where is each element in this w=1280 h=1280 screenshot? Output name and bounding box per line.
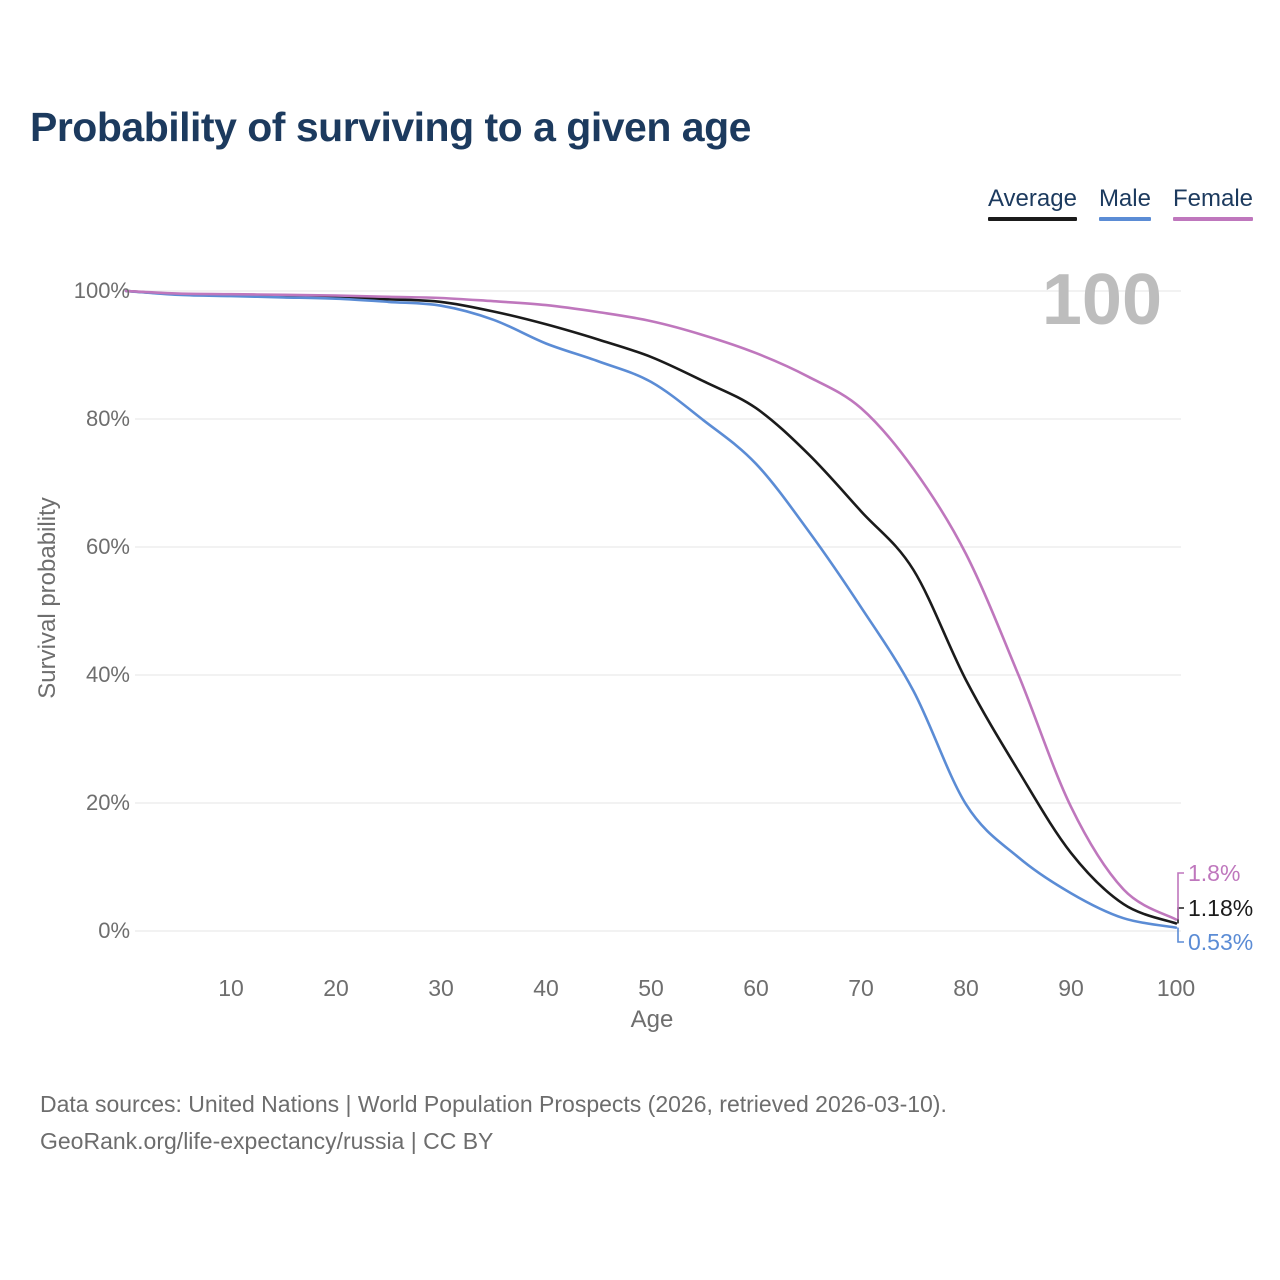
end-label-female: 1.8% xyxy=(1188,860,1241,886)
x-axis-title: Age xyxy=(630,1006,674,1033)
legend-swatch-female xyxy=(1172,217,1253,221)
x-tick-label-30: 30 xyxy=(428,975,454,1001)
y-tick-label-100: 100% xyxy=(73,278,130,303)
curve-average xyxy=(124,289,1178,925)
legend-item-male[interactable]: Male xyxy=(1098,185,1151,221)
footer: Data sources: United Nations | World Pop… xyxy=(40,1086,947,1160)
legend-swatch-male xyxy=(1098,217,1151,221)
y-axis-title: Survival probability xyxy=(34,497,61,699)
legend: Average Male Female xyxy=(987,185,1253,221)
curve-female xyxy=(124,289,1178,921)
x-tick-label-80: 80 xyxy=(953,975,979,1001)
x-tick-label-10: 10 xyxy=(218,975,244,1001)
chart-title: Probability of surviving to a given age xyxy=(30,104,751,150)
y-tick-label-80: 80% xyxy=(85,406,130,431)
end-connector-average xyxy=(1177,907,1184,924)
x-tick-label-20: 20 xyxy=(323,975,349,1001)
y-tick-label-60: 60% xyxy=(85,534,130,559)
footer-data-sources: Data sources: United Nations | World Pop… xyxy=(40,1091,947,1117)
curve-male xyxy=(124,289,1178,929)
x-tick-label-90: 90 xyxy=(1058,975,1084,1001)
y-tick-label-40: 40% xyxy=(85,662,130,687)
legend-item-female[interactable]: Female xyxy=(1172,185,1253,221)
x-tick-label-50: 50 xyxy=(638,975,664,1001)
x-tick-label-100: 100 xyxy=(1156,975,1196,1001)
legend-swatch-average xyxy=(987,217,1077,221)
footer-attribution: GeoRank.org/life-expectancy/russia | CC … xyxy=(40,1128,494,1154)
end-connector-male xyxy=(1177,927,1184,943)
end-label-male: 0.53% xyxy=(1188,929,1254,955)
legend-item-average[interactable]: Average xyxy=(987,185,1077,221)
end-label-average: 1.18% xyxy=(1188,895,1254,921)
y-tick-label-20: 20% xyxy=(85,790,130,815)
x-tick-label-40: 40 xyxy=(533,975,559,1001)
end-connector-female xyxy=(1177,872,1184,920)
x-tick-label-70: 70 xyxy=(848,975,874,1001)
x-tick-label-60: 60 xyxy=(743,975,769,1001)
legend-label-female: Female xyxy=(1172,185,1253,212)
age-counter-watermark: 100 xyxy=(1041,260,1162,340)
legend-label-average: Average xyxy=(987,185,1077,212)
y-tick-label-0: 0% xyxy=(98,918,130,943)
legend-label-male: Male xyxy=(1098,185,1151,212)
